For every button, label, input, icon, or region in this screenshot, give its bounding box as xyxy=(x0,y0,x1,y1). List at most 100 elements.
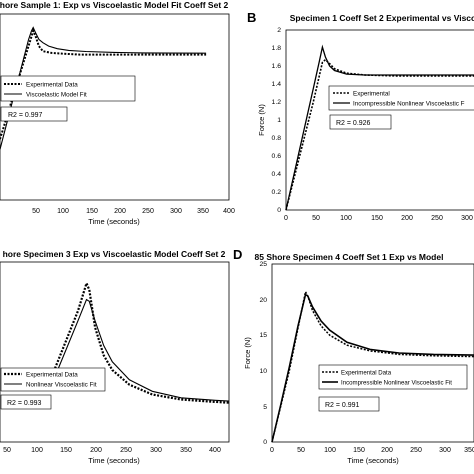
panel-c-r2-frame xyxy=(0,394,52,410)
panel-d-y-tick: 25 xyxy=(259,261,267,268)
panel-b-y-tick: 0.8 xyxy=(272,135,282,142)
panel-a-x-tick: 200 xyxy=(114,208,126,215)
panel-c-legend-box xyxy=(0,367,106,392)
panel-c-r2-text: R2 = 0.993 xyxy=(7,400,42,407)
panel-c-x-tick: 400 xyxy=(209,447,221,454)
panel-b-y-tick: 1.4 xyxy=(272,81,282,88)
panel-a-x-tick: 50 xyxy=(32,208,40,215)
panel-b-x-tick: 200 xyxy=(401,215,413,222)
panel-d-series-model-fit xyxy=(271,293,474,443)
panel-d-legend-label: Experimental Data xyxy=(341,370,392,377)
panel-d-y-tick: 5 xyxy=(263,404,267,411)
panel-b-x-tick: 250 xyxy=(431,215,443,222)
panel-b-y-tick: 0.6 xyxy=(272,153,282,160)
panel-b-series-model-fit xyxy=(285,44,474,211)
panel-c-legend-label: Experimental Data xyxy=(26,372,78,379)
panel-a-legend-label: Viscoelastic Model Fit xyxy=(26,92,87,99)
panel-c-legend-label: Nonlinear Viscoelastic Fit xyxy=(26,382,97,389)
panel-c-x-tick: 200 xyxy=(90,447,102,454)
panel-d-x-ticks: 0 50 100 150 200 250 300 350 xyxy=(270,447,474,454)
panel-b-title: Specimen 1 Coeff Set 2 Experimental vs V… xyxy=(290,13,474,23)
panel-d-x-tick: 200 xyxy=(381,447,393,454)
panel-d-x-tick: 50 xyxy=(297,447,305,454)
panel-b-y-tick: 0.2 xyxy=(272,189,282,196)
panel-d-x-tick: 300 xyxy=(439,447,451,454)
panel-d-title: 85 Shore Specimen 4 Coeff Set 1 Exp vs M… xyxy=(255,252,444,262)
panel-a-r2-text: R2 = 0.997 xyxy=(8,112,43,119)
panel-c-x-tick: 250 xyxy=(120,447,132,454)
panel-d-r2-text: R2 = 0.991 xyxy=(325,402,360,409)
panel-c-x-tick: 100 xyxy=(31,447,43,454)
panel-d-x-tick: 100 xyxy=(324,447,336,454)
panel-d-y-ticks: 0 5 10 15 20 25 xyxy=(259,261,267,446)
panel-a-legend-box xyxy=(0,75,136,102)
panel-a-x-ticks: 50 100 150 200 250 300 350 400 xyxy=(32,208,235,215)
panel-b: B Specimen 1 Coeff Set 2 Experimental vs… xyxy=(247,10,474,222)
panel-b-r2-text: R2 = 0.926 xyxy=(336,120,371,127)
panel-d-y-tick: 0 xyxy=(263,439,267,446)
panel-d-y-tick: 20 xyxy=(259,297,267,304)
panel-a-x-tick: 350 xyxy=(197,208,209,215)
panel-b-y-tick: 0 xyxy=(277,207,281,214)
panel-a-series-model-fit xyxy=(0,26,207,150)
panel-b-y-tick: 2 xyxy=(277,27,281,34)
panel-c-x-tick: 350 xyxy=(180,447,192,454)
panel-d-legend: Experimental Data Incompressible Nonline… xyxy=(318,364,468,390)
panel-b-series-experimental xyxy=(285,58,474,211)
panel-b-legend: Experimental Incompressible Nonlinear Vi… xyxy=(328,85,474,111)
panel-a-r2-box: R2 = 0.997 xyxy=(0,106,68,122)
panel-c-x-ticks: 50 100 150 200 250 300 350 400 xyxy=(3,447,221,454)
panel-d-x-tick: 350 xyxy=(464,447,474,454)
panel-b-legend-label: Incompressible Nonlinear Viscoelastic F xyxy=(353,101,465,108)
panel-b-y-tick: 1.2 xyxy=(272,99,282,106)
panel-d-r2-frame xyxy=(318,396,380,412)
panel-d-legend-box xyxy=(318,364,468,390)
panel-a-x-tick: 100 xyxy=(57,208,69,215)
panel-c-x-label: Time (seconds) xyxy=(88,456,140,465)
panel-c-axes-frame xyxy=(0,261,230,443)
panel-d-x-tick: 250 xyxy=(410,447,422,454)
panel-a-legend: Experimental Data Viscoelastic Model Fit xyxy=(0,75,136,102)
panel-b-y-tick: 1 xyxy=(277,117,281,124)
panel-c-title: hore Specimen 3 Exp vs Viscoelastic Mode… xyxy=(3,249,226,259)
panel-b-x-tick: 100 xyxy=(340,215,352,222)
panel-a-title: hore Sample 1: Exp vs Viscoelastic Model… xyxy=(0,0,229,10)
panel-d-axes-frame xyxy=(271,263,474,443)
panel-c-x-tick: 300 xyxy=(150,447,162,454)
panel-b-letter: B xyxy=(247,10,256,25)
panel-a-x-tick: 150 xyxy=(86,208,98,215)
panel-b-y-tick: 1.8 xyxy=(272,45,282,52)
panel-d-letter: D xyxy=(233,247,242,262)
panel-a-x-tick: 300 xyxy=(170,208,182,215)
panel-b-x-tick: 50 xyxy=(312,215,320,222)
panel-a-x-label: Time (seconds) xyxy=(88,217,140,226)
panel-b-legend-label: Experimental xyxy=(353,91,390,98)
panel-d-legend-label: Incompressible Nonlinear Viscoelastic Fi… xyxy=(341,380,452,387)
panel-d-x-tick: 150 xyxy=(353,447,365,454)
panel-b-x-tick: 150 xyxy=(371,215,383,222)
panel-b-y-tick: 0.4 xyxy=(272,171,282,178)
panel-a: hore Sample 1: Exp vs Viscoelastic Model… xyxy=(0,0,235,226)
panel-c-series-experimental xyxy=(53,280,230,404)
panel-b-r2-box: R2 = 0.926 xyxy=(329,114,392,130)
panel-a-x-tick: 400 xyxy=(223,208,235,215)
panel-d-y-tick: 10 xyxy=(259,368,267,375)
panel-d-x-tick: 0 xyxy=(270,447,274,454)
panel-d: D 85 Shore Specimen 4 Coeff Set 1 Exp vs… xyxy=(233,247,474,465)
panel-a-axes-frame xyxy=(0,13,230,201)
panel-c-legend: Experimental Data Nonlinear Viscoelastic… xyxy=(0,367,106,392)
panel-b-x-ticks: 0 50 100 150 200 250 300 xyxy=(284,215,473,222)
panel-c-series-model-fit xyxy=(54,298,230,402)
panel-b-axes-frame xyxy=(285,29,474,211)
panel-c-x-tick: 50 xyxy=(3,447,11,454)
panel-b-x-tick: 300 xyxy=(461,215,473,222)
panel-b-y-ticks: 0 0.2 0.4 0.6 0.8 1 1.2 1.4 1.6 1.8 2 xyxy=(272,27,282,214)
panel-a-series-experimental xyxy=(0,28,207,140)
panel-d-y-label: Force (N) xyxy=(243,337,252,369)
panel-b-r2-frame xyxy=(329,114,392,130)
panel-d-x-label: Time (seconds) xyxy=(347,456,399,465)
panel-c: hore Specimen 3 Exp vs Viscoelastic Mode… xyxy=(0,249,230,465)
panel-b-y-tick: 1.6 xyxy=(272,63,282,70)
panel-b-x-tick: 0 xyxy=(284,215,288,222)
